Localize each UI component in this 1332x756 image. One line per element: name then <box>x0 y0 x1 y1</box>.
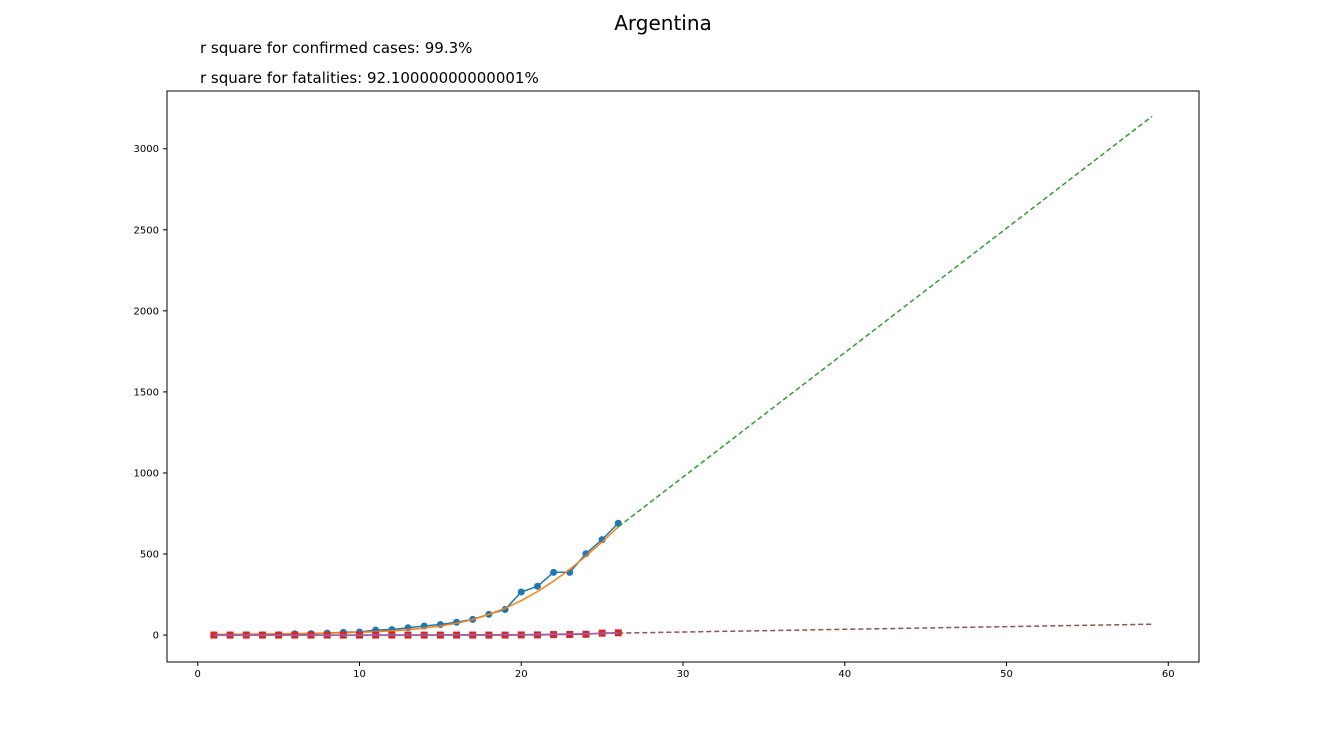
x-tick-label: 60 <box>1162 669 1175 680</box>
y-tick-label: 1000 <box>134 468 159 479</box>
y-tick-label: 1500 <box>134 387 159 398</box>
series-line-confirmed_projection <box>617 115 1153 528</box>
y-tick-label: 2000 <box>134 306 159 317</box>
plot-frame <box>166 90 1200 663</box>
point-confirmed <box>533 582 541 590</box>
series-line-fatalities_fit <box>213 632 619 636</box>
point-confirmed <box>517 588 525 596</box>
annotation-r-square-fatalities: r square for fatalities: 92.100000000000… <box>200 69 539 87</box>
x-tick-label: 0 <box>195 669 201 680</box>
x-tick-label: 10 <box>353 669 366 680</box>
series-line-fatalities_projection <box>618 623 1153 634</box>
y-tick-label: 0 <box>153 631 159 642</box>
plot-area <box>167 91 1199 662</box>
y-tick-label: 2500 <box>134 225 159 236</box>
y-tick-label: 500 <box>140 550 159 561</box>
x-axis: 0 10 20 30 40 50 60 <box>195 662 1175 680</box>
x-tick-label: 20 <box>515 669 528 680</box>
point-confirmed <box>550 568 558 576</box>
x-tick-label: 40 <box>838 669 851 680</box>
series-layer <box>210 115 1153 639</box>
chart-title: Argentina <box>614 11 712 35</box>
x-tick-label: 50 <box>1000 669 1013 680</box>
annotation-r-square-confirmed: r square for confirmed cases: 99.3% <box>200 39 472 57</box>
x-tick-label: 30 <box>677 669 690 680</box>
y-tick-label: 3000 <box>134 144 159 155</box>
y-axis: 0 500 1000 1500 2000 2500 3000 <box>134 144 167 642</box>
